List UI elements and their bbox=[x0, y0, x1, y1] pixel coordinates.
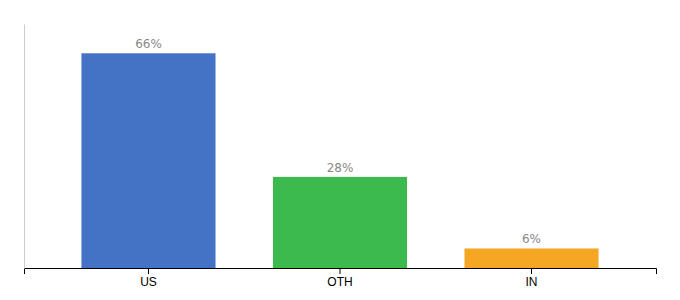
y-axis-line bbox=[24, 25, 25, 269]
bar bbox=[273, 177, 407, 268]
x-tick-mark bbox=[148, 268, 149, 274]
x-tick-label: IN bbox=[526, 275, 538, 289]
data-labels: 66% 28% 6% bbox=[135, 37, 541, 246]
data-label: 28% bbox=[327, 161, 354, 175]
x-axis: US OTH IN bbox=[25, 268, 657, 289]
bars bbox=[81, 53, 598, 268]
x-axis-line bbox=[25, 269, 657, 275]
x-tick: US bbox=[140, 268, 157, 289]
x-tick-label: US bbox=[140, 275, 157, 289]
data-label: 6% bbox=[522, 232, 541, 246]
bar bbox=[81, 53, 215, 268]
y-axis bbox=[24, 25, 25, 269]
plot: 66% 28% 6% US OTH IN bbox=[25, 25, 657, 289]
x-tick: OTH bbox=[327, 268, 352, 289]
data-label: 66% bbox=[135, 37, 162, 51]
bar bbox=[464, 248, 598, 268]
x-tick-mark bbox=[531, 268, 532, 274]
x-tick-mark bbox=[340, 268, 341, 274]
x-tick-label: OTH bbox=[327, 275, 352, 289]
x-tick: IN bbox=[526, 268, 538, 289]
chart: 66% 28% 6% US OTH IN bbox=[0, 0, 680, 300]
